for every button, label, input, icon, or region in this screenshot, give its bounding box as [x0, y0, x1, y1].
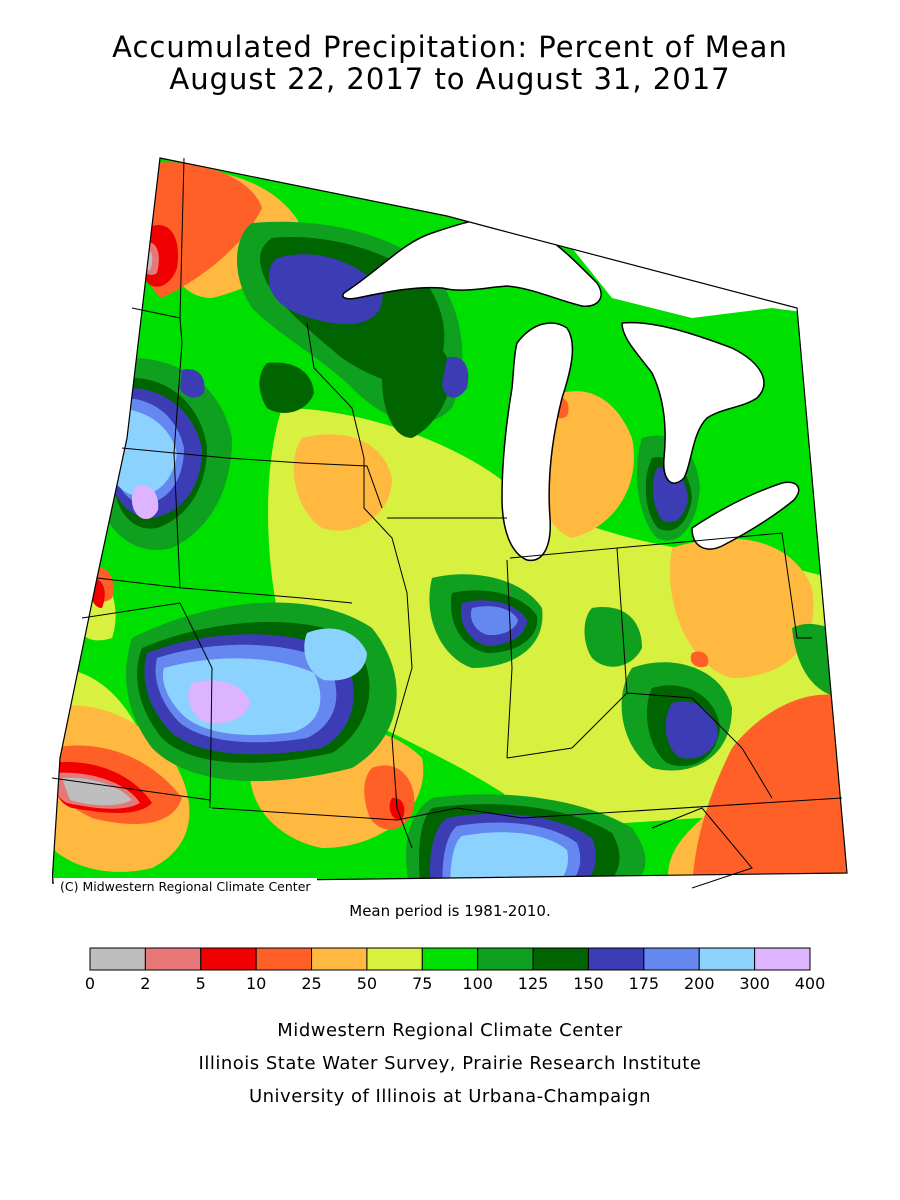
- boundary-line: [131, 307, 181, 319]
- field-area: [131, 485, 159, 519]
- field-area: [293, 434, 392, 531]
- legend-tick-label: 10: [246, 974, 266, 993]
- legend-tick-label: 150: [573, 974, 604, 993]
- legend-color-box: [643, 947, 700, 971]
- field-area: [690, 651, 709, 668]
- boundary-line: [173, 157, 185, 589]
- field-area: [382, 334, 452, 438]
- legend-color-box: [532, 947, 589, 971]
- legend-color-box: [200, 947, 257, 971]
- legend-tick-label: 0: [85, 974, 95, 993]
- field-area: [304, 628, 367, 681]
- field-area: [268, 254, 383, 325]
- legend-color-box: [366, 947, 423, 971]
- boundary-line: [306, 322, 408, 594]
- credit-line-3: University of Illinois at Urbana-Champai…: [248, 1086, 652, 1107]
- mean-period-note: Mean period is 1981-2010.: [349, 902, 551, 920]
- legend-color-box: [89, 947, 146, 971]
- boundary-line: [651, 807, 753, 889]
- map-title-line-1: Accumulated Precipitation: Percent of Me…: [112, 30, 788, 64]
- legend-tick-label: 300: [739, 974, 770, 993]
- legend-color-box: [421, 947, 479, 971]
- legend-tick-label: 125: [518, 974, 549, 993]
- boundary-line: [52, 777, 211, 801]
- boundary-line: [96, 577, 353, 604]
- color-legend: 0 2 5 10 25 50 75 100 125 150 175 200 300 400: [85, 947, 826, 993]
- boundary-line: [391, 592, 413, 849]
- credit-line-1: Midwestern Regional Climate Center: [277, 1020, 623, 1041]
- field-area: [665, 701, 718, 759]
- legend-color-box: [477, 947, 534, 971]
- field-area: [450, 832, 568, 883]
- boundary-line: [506, 692, 773, 799]
- legend-color-box: [587, 947, 645, 971]
- field-area: [259, 362, 314, 413]
- map-title-line-2: August 22, 2017 to August 31, 2017: [169, 62, 731, 96]
- field-area: [180, 369, 205, 398]
- map-region-outline: [52, 157, 848, 884]
- legend-tick-label: 400: [795, 974, 826, 993]
- lake-michigan: [501, 322, 574, 562]
- field-area: [584, 607, 642, 667]
- field-area: [481, 668, 652, 816]
- state-boundaries: [52, 157, 843, 889]
- legend-color-box: [698, 947, 756, 971]
- lake-huron: [621, 321, 765, 484]
- legend-tick-label: 25: [301, 974, 321, 993]
- field-area: [470, 606, 518, 636]
- lake-superior: [342, 218, 602, 307]
- boundary-line: [506, 559, 513, 759]
- boundary-line: [81, 602, 213, 809]
- boundary-line: [121, 447, 383, 509]
- credit-line-2: Illinois State Water Survey, Prairie Res…: [198, 1053, 702, 1074]
- legend-tick-label: 100: [462, 974, 493, 993]
- legend-tick-label: 2: [140, 974, 150, 993]
- legend-tick-label: 75: [412, 974, 432, 993]
- field-area: [442, 356, 469, 398]
- field-area: [692, 694, 847, 883]
- legend-color-box: [311, 947, 368, 971]
- legend-color-box: [754, 947, 811, 971]
- legend-tick-label: 200: [684, 974, 715, 993]
- legend-color-box: [144, 947, 202, 971]
- legend-tick-label: 175: [629, 974, 660, 993]
- legend-color-box: [255, 947, 313, 971]
- field-area: [670, 538, 814, 678]
- precipitation-field: [52, 158, 847, 883]
- boundary-line: [211, 797, 843, 821]
- copyright-label: (C) Midwestern Regional Climate Center: [54, 878, 317, 896]
- legend-tick-label: 5: [196, 974, 206, 993]
- lake-erie: [691, 481, 800, 550]
- field-area: [188, 680, 250, 724]
- field-area: [62, 777, 132, 806]
- legend-tick-label: 50: [357, 974, 377, 993]
- boundary-line: [616, 532, 812, 639]
- precipitation-map: [52, 157, 848, 889]
